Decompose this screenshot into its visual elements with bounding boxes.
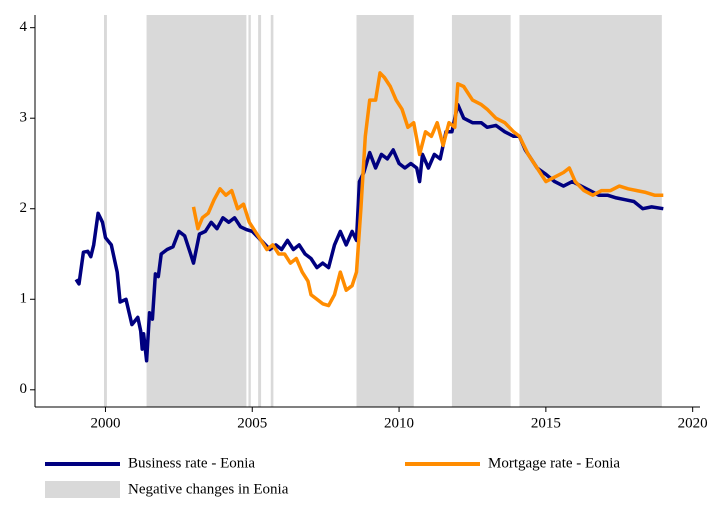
x-tick-label: 2000 (90, 415, 120, 431)
shaded-interval (258, 15, 262, 407)
x-tick-label: 2010 (384, 415, 414, 431)
legend-label: Mortgage rate - Eonia (488, 455, 620, 471)
series-line (191, 71, 664, 308)
y-tick-label: 1 (20, 291, 28, 307)
x-tick-label: 2020 (678, 415, 708, 431)
shaded-interval (248, 15, 251, 407)
y-tick-label: 3 (20, 110, 28, 126)
shaded-interval (451, 15, 511, 407)
legend-label: Negative changes in Eonia (128, 481, 289, 497)
shaded-interval (146, 15, 247, 407)
legend-swatch (45, 481, 120, 498)
x-tick-label: 2005 (237, 415, 267, 431)
y-tick-label: 4 (20, 19, 28, 35)
shaded-interval (270, 15, 274, 407)
shaded-interval (103, 15, 107, 407)
shaded-interval (356, 15, 414, 407)
shaded-interval (519, 15, 662, 407)
x-tick-label: 2015 (531, 415, 561, 431)
y-tick-label: 0 (20, 381, 28, 397)
y-tick-label: 2 (20, 200, 28, 216)
legend-label: Business rate - Eonia (128, 455, 255, 471)
